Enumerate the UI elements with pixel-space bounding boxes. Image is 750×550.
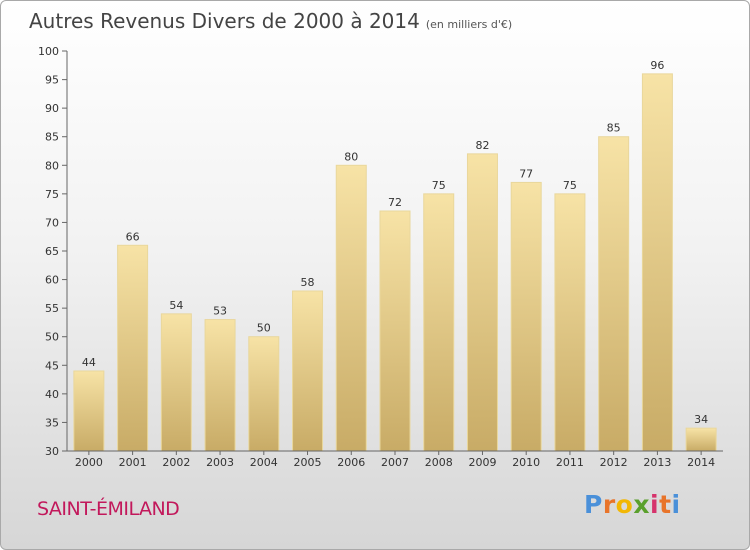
bar-value-label: 50 bbox=[257, 322, 271, 335]
y-tick-label: 60 bbox=[45, 274, 59, 287]
y-tick-label: 85 bbox=[45, 131, 59, 144]
x-tick-label: 2004 bbox=[250, 456, 278, 469]
bar-value-label: 75 bbox=[563, 179, 577, 192]
logo-letter: t bbox=[659, 490, 672, 519]
bar-2007 bbox=[379, 210, 411, 452]
x-tick-label: 2007 bbox=[381, 456, 409, 469]
y-tick-label: 95 bbox=[45, 74, 59, 87]
bar-value-label: 44 bbox=[82, 356, 96, 369]
chart-title-text: Autres Revenus Divers de 2000 à 2014 bbox=[29, 9, 420, 33]
bar-value-label: 53 bbox=[213, 305, 227, 318]
y-tick-label: 75 bbox=[45, 188, 59, 201]
bar-2013 bbox=[641, 73, 673, 452]
bar-2008 bbox=[423, 193, 455, 452]
x-tick-label: 2009 bbox=[468, 456, 496, 469]
bar-value-label: 54 bbox=[169, 299, 183, 312]
bar-2001 bbox=[117, 244, 149, 452]
x-tick-label: 2000 bbox=[75, 456, 103, 469]
x-tick-label: 2001 bbox=[119, 456, 147, 469]
x-tick-label: 2008 bbox=[425, 456, 453, 469]
bar-2006 bbox=[335, 164, 367, 452]
y-tick-label: 90 bbox=[45, 102, 59, 115]
bar-2004 bbox=[248, 336, 280, 452]
bar-value-label: 96 bbox=[650, 59, 664, 72]
logo-letter: P bbox=[584, 490, 603, 519]
x-tick-label: 2003 bbox=[206, 456, 234, 469]
chart-unit-label: (en milliers d'€) bbox=[425, 18, 513, 31]
chart-title: Autres Revenus Divers de 2000 à 2014 (en … bbox=[29, 9, 512, 33]
bar-value-label: 66 bbox=[126, 230, 140, 243]
bar-2011 bbox=[554, 193, 586, 452]
y-tick-label: 70 bbox=[45, 216, 59, 229]
y-tick-label: 100 bbox=[38, 45, 59, 58]
y-tick-label: 80 bbox=[45, 159, 59, 172]
bar-2012 bbox=[598, 136, 630, 452]
y-tick-label: 65 bbox=[45, 245, 59, 258]
bar-value-label: 80 bbox=[344, 150, 358, 163]
bar-value-label: 58 bbox=[301, 276, 315, 289]
y-tick-label: 35 bbox=[45, 416, 59, 429]
logo-letter: r bbox=[602, 490, 616, 519]
bars: 44 66 54 53 50 58 80 72 75 82 77 75 85 96 34 bbox=[73, 59, 717, 452]
bar-value-label: 75 bbox=[432, 179, 446, 192]
y-tick-label: 55 bbox=[45, 302, 59, 315]
logo-letter: x bbox=[633, 490, 650, 519]
bar-value-label: 34 bbox=[694, 413, 708, 426]
x-tick-label: 2005 bbox=[294, 456, 322, 469]
bar-2010 bbox=[510, 181, 542, 452]
bar-2000 bbox=[73, 370, 105, 452]
logo-letter: o bbox=[615, 490, 634, 519]
x-tick-label: 2006 bbox=[337, 456, 365, 469]
bar-2002 bbox=[160, 313, 192, 452]
bar-2009 bbox=[466, 153, 498, 452]
x-axis: 2000 2001 2002 2003 2004 2005 2006 2007 2008 2009… bbox=[67, 450, 723, 469]
bar-value-label: 82 bbox=[475, 139, 489, 152]
x-tick-label: 2012 bbox=[600, 456, 628, 469]
commune-name: SAINT-ÉMILAND bbox=[37, 498, 180, 520]
bar-value-label: 77 bbox=[519, 167, 533, 180]
bar-2005 bbox=[292, 290, 324, 452]
y-tick-label: 30 bbox=[45, 445, 59, 458]
bar-2003 bbox=[204, 319, 236, 452]
y-tick-label: 50 bbox=[45, 331, 59, 344]
x-tick-label: 2011 bbox=[556, 456, 584, 469]
y-tick-label: 45 bbox=[45, 359, 59, 372]
bar-2014 bbox=[685, 427, 717, 452]
x-tick-label: 2013 bbox=[643, 456, 671, 469]
x-tick-label: 2010 bbox=[512, 456, 540, 469]
logo-letter: i bbox=[650, 490, 660, 519]
bar-value-label: 72 bbox=[388, 196, 402, 209]
proxiti-logo: Proxiti bbox=[584, 490, 681, 519]
logo-letter: i bbox=[671, 490, 681, 519]
x-tick-label: 2014 bbox=[687, 456, 715, 469]
y-tick-label: 40 bbox=[45, 388, 59, 401]
y-axis: 30 35 40 45 50 55 60 65 70 75 80 85 90 95 100 bbox=[38, 45, 68, 458]
x-tick-label: 2002 bbox=[162, 456, 190, 469]
bar-value-label: 85 bbox=[607, 122, 621, 135]
